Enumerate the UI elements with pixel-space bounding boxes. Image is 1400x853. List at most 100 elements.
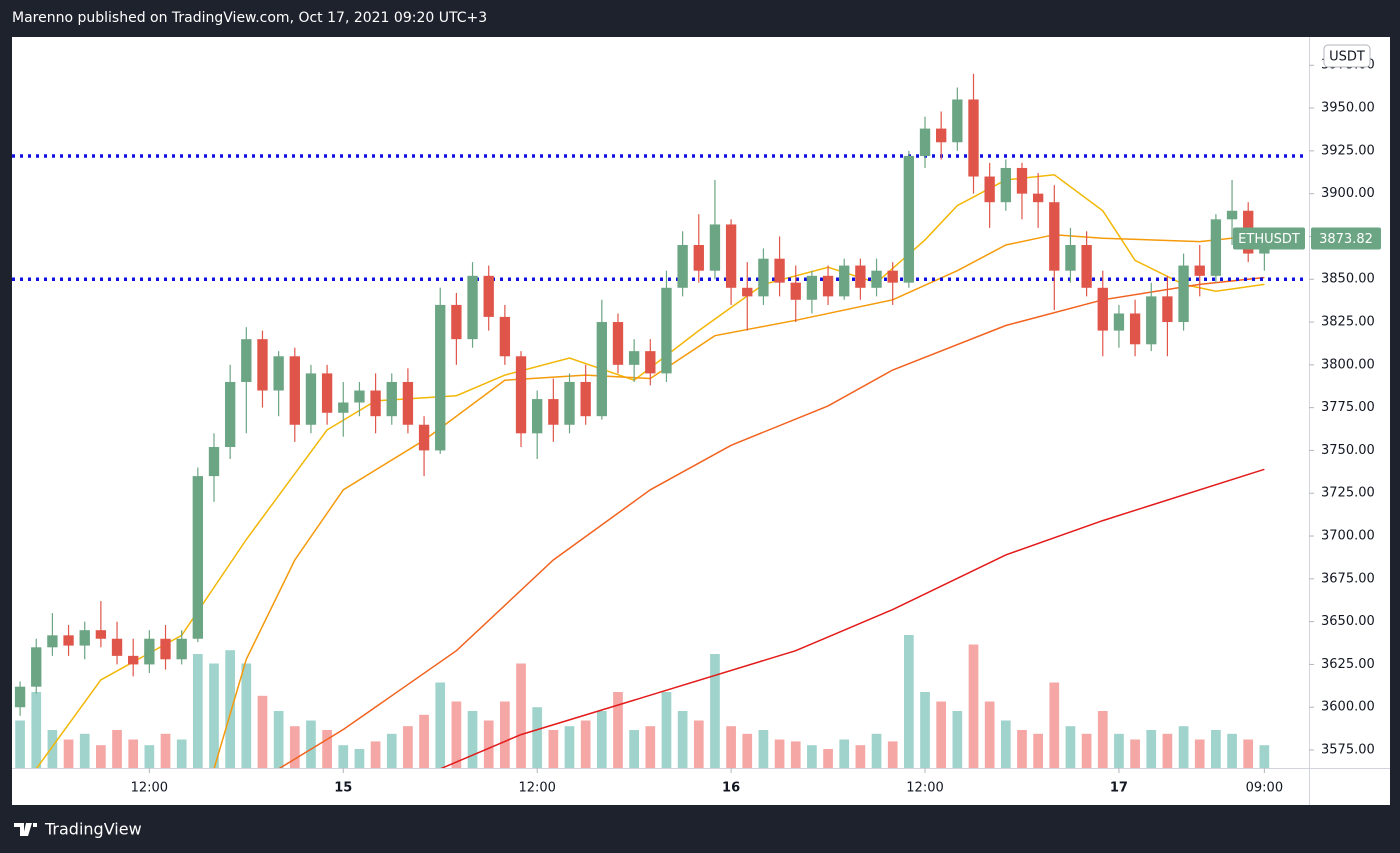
candle-body xyxy=(774,258,785,283)
candle-body xyxy=(31,647,42,687)
symbol-label-box xyxy=(1233,227,1305,250)
brand-logo xyxy=(14,823,37,836)
candle-body xyxy=(241,339,252,382)
candle-body xyxy=(822,275,834,297)
candle-body xyxy=(1210,219,1222,276)
candle-body xyxy=(709,224,721,271)
header-title: Marenno published on TradingView.com, Oc… xyxy=(12,10,487,26)
candle-body xyxy=(952,99,963,143)
candle-body xyxy=(515,356,527,434)
candle-body xyxy=(1016,167,1028,194)
y-tick-label: 3925.00 xyxy=(1321,143,1375,158)
y-tick-label: 3675.00 xyxy=(1321,571,1375,586)
candle-body xyxy=(224,381,236,448)
volume-bar xyxy=(386,733,397,768)
volume-bar xyxy=(564,726,575,768)
volume-bar xyxy=(1000,720,1011,768)
volume-bar xyxy=(338,745,349,768)
candle-body xyxy=(354,390,365,403)
candle-body xyxy=(338,402,349,413)
candle-body xyxy=(192,476,204,639)
y-tick-label: 3725.00 xyxy=(1321,486,1375,501)
volume-bar xyxy=(160,733,171,768)
volume-bar xyxy=(726,726,736,768)
candle-body xyxy=(208,447,220,477)
candle-body xyxy=(839,265,850,297)
candle-body xyxy=(564,381,575,425)
candle-body xyxy=(1049,202,1060,271)
volume-bar xyxy=(1065,726,1076,768)
candle-body xyxy=(1081,245,1092,288)
candle-body xyxy=(645,351,656,374)
volume-bar xyxy=(904,635,914,768)
volume-bar xyxy=(1097,711,1108,768)
volume-bar xyxy=(629,730,639,768)
candle-body xyxy=(1097,287,1108,331)
x-tick-label: 12:00 xyxy=(131,781,168,796)
volume-bar xyxy=(322,730,332,768)
candle-body xyxy=(661,287,672,374)
volume-bar xyxy=(516,663,526,768)
volume-bar xyxy=(1114,733,1124,768)
last-price-label: 3873.82 xyxy=(1319,232,1373,247)
candle-body xyxy=(289,356,300,425)
candle-body xyxy=(321,373,333,413)
volume-bar xyxy=(613,692,623,768)
volume-bar xyxy=(403,726,413,768)
volume-bar xyxy=(1227,733,1237,768)
x-tick-label: 15 xyxy=(334,781,352,796)
candle-body xyxy=(176,638,187,660)
volume-bar xyxy=(435,682,446,768)
candle-body xyxy=(386,381,397,417)
volume-bar xyxy=(790,741,801,768)
candle-body xyxy=(467,275,478,340)
volume-bar xyxy=(871,733,882,768)
last-price-box xyxy=(1311,227,1381,250)
y-tick-label: 3825.00 xyxy=(1321,315,1375,330)
candle-body xyxy=(628,351,640,365)
candle-body xyxy=(47,635,58,648)
candle-body xyxy=(63,635,74,646)
candle-body xyxy=(402,381,414,425)
volume-bar xyxy=(952,711,963,768)
volume-bar xyxy=(1211,730,1221,768)
candle-body xyxy=(111,638,123,656)
volume-bar xyxy=(758,730,769,768)
volume-bar xyxy=(209,663,219,768)
candle-body xyxy=(273,356,284,391)
candle-body xyxy=(936,128,947,143)
x-tick-label: 12:00 xyxy=(518,781,555,796)
volume-bar xyxy=(419,714,429,768)
candle-body xyxy=(596,322,607,417)
volume-bar xyxy=(968,644,979,768)
candle-body xyxy=(903,155,915,283)
volume-bar xyxy=(661,692,672,768)
volume-bar xyxy=(500,701,510,768)
volume-bar xyxy=(807,745,817,768)
volume-bar xyxy=(645,726,656,768)
y-tick-label: 3850.00 xyxy=(1321,272,1375,287)
volume-bar xyxy=(580,720,591,768)
candle-body xyxy=(919,128,931,156)
volume-bar xyxy=(354,749,365,768)
candle-body xyxy=(806,275,818,300)
candle-body xyxy=(499,316,511,357)
volume-bar xyxy=(710,654,720,768)
volume-bar xyxy=(47,730,58,768)
y-tick-label: 3650.00 xyxy=(1321,614,1375,629)
volume-bar xyxy=(1130,739,1140,768)
volume-bar xyxy=(742,733,753,768)
candle-body xyxy=(1146,296,1157,345)
candle-body xyxy=(1129,313,1141,345)
candle-body xyxy=(305,373,317,425)
candle-body xyxy=(370,390,381,417)
volume-bar xyxy=(128,739,139,768)
volume-bar xyxy=(451,701,462,768)
candle-body xyxy=(1065,245,1076,271)
volume-bar xyxy=(677,711,688,768)
candle-body xyxy=(1178,265,1189,323)
y-tick-label: 3775.00 xyxy=(1321,400,1375,415)
candle-body xyxy=(790,282,801,300)
candle-body xyxy=(1226,210,1238,220)
volume-bar xyxy=(936,701,947,768)
